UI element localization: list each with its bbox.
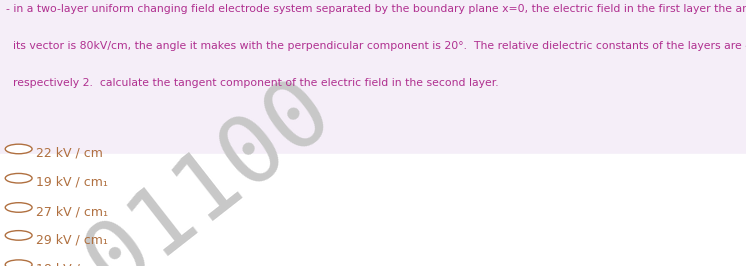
Circle shape — [5, 231, 32, 240]
Circle shape — [5, 144, 32, 154]
Circle shape — [5, 203, 32, 212]
Text: its vector is 80kV/cm, the angle it makes with the perpendicular component is 20: its vector is 80kV/cm, the angle it make… — [6, 41, 746, 51]
Text: 29 kV / cm₁: 29 kV / cm₁ — [36, 233, 107, 246]
Text: 19 kV / cm₁: 19 kV / cm₁ — [36, 176, 107, 189]
Text: 18 kV / cm: 18 kV / cm — [36, 262, 103, 266]
Circle shape — [5, 260, 32, 266]
Text: 27 kV / cm₁: 27 kV / cm₁ — [36, 205, 108, 218]
Circle shape — [5, 173, 32, 183]
Text: 22 kV / cm: 22 kV / cm — [36, 147, 103, 160]
Text: respectively 2.  calculate the tangent component of the electric field in the se: respectively 2. calculate the tangent co… — [6, 78, 498, 89]
Text: 01100: 01100 — [68, 62, 350, 266]
Bar — [0, 0, 746, 154]
Text: - in a two-layer uniform changing field electrode system separated by the bounda: - in a two-layer uniform changing field … — [6, 4, 746, 14]
Bar — [0, 154, 746, 266]
